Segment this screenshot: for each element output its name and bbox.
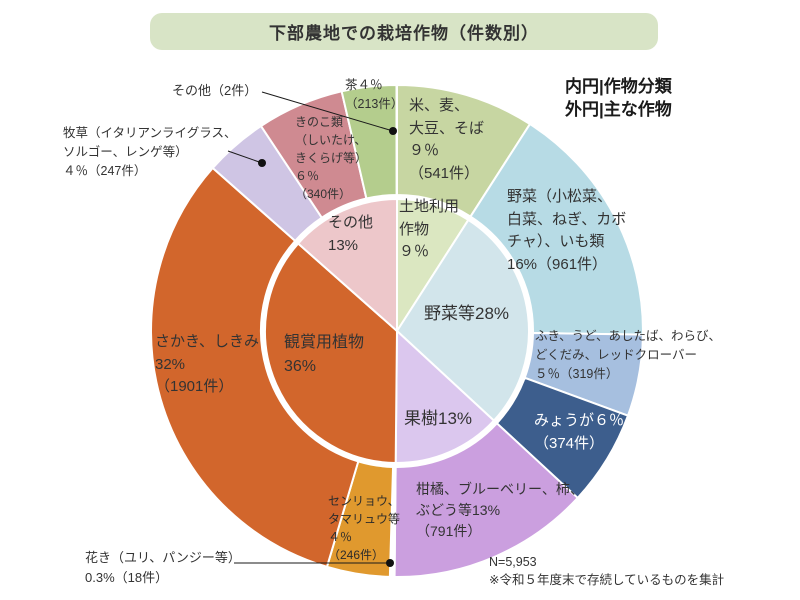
label-inner-fruit-trees: 果樹13% xyxy=(404,409,473,428)
leader-pasture-grass-dot xyxy=(258,159,266,167)
label-wild-plants: ふき、うど、あしたば、わらび、 どくだみ、レッドクローバー ５％（319件） xyxy=(535,329,722,381)
inner-segment-4 xyxy=(297,198,398,332)
leader-flowers-dot xyxy=(386,559,394,567)
label-pasture-grass: 牧草（イタリアンライグラス、 ソルゴー、レンゲ等） ４％（247件） xyxy=(63,126,237,178)
ring-legend: 内円|作物分類 外円|主な作物 xyxy=(565,77,672,119)
label-inner-ornamental: 観賞用植物 36% xyxy=(284,334,365,375)
leader-pasture-grass-line xyxy=(227,150,263,164)
label-flowers: 花き（ユリ、パンジー等） 0.3%（18件） xyxy=(85,550,241,585)
page-title: 下部農地での栽培作物（件数別） xyxy=(150,13,658,50)
leader-other-outer-dot xyxy=(389,127,397,135)
label-inner-vegetables: 野菜等28% xyxy=(424,304,510,323)
label-citrus-fruits: 柑橘、ブルーベリー、柿、 ぶどう等13% （791件） xyxy=(416,481,584,539)
label-inner-land-use: 土地利用 作物 ９％ xyxy=(399,198,460,260)
outer-segment-11 xyxy=(395,83,398,196)
sample-size-note: N=5,953 ※令和５年度末で存続しているものを集計 xyxy=(489,555,725,587)
leader-other-outer-line xyxy=(261,91,394,132)
inner-segment-1 xyxy=(396,218,530,422)
label-vegetables: 野菜（小松菜、 白菜、ねぎ、カボ チャ）、いも類 16%（961件） xyxy=(507,188,627,273)
label-rice-wheat: 米、麦、 大豆、そば ９％ （541件） xyxy=(409,97,485,182)
label-tea: 茶４％ （213件） xyxy=(345,78,404,111)
outer-segment-7 xyxy=(150,166,360,568)
inner-segment-2 xyxy=(394,330,495,464)
label-inner-other: その他 13% xyxy=(328,214,374,254)
outer-segment-1 xyxy=(469,123,644,336)
inner-segment-3 xyxy=(264,242,398,464)
label-myoga: みょうが６％ （374件） xyxy=(534,412,625,452)
label-other-outer: その他（2件） xyxy=(172,83,258,98)
label-senryo: センリョウ、 タマリュウ等 ４％ （246件） xyxy=(328,494,401,562)
label-mushrooms: きのこ類 （しいたけ、 きくらげ等） ６％ （340件） xyxy=(295,115,368,201)
label-sakaki: さかき、しきみ 32% （1901件） xyxy=(155,333,259,395)
